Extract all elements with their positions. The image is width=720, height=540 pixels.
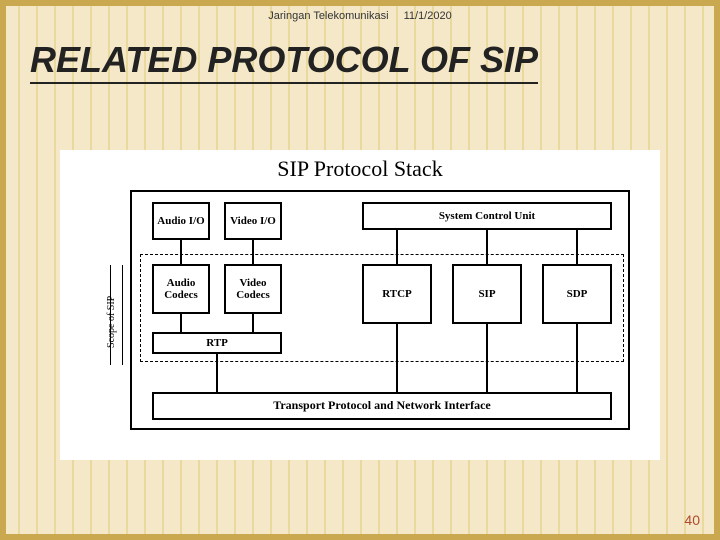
page-number: 40 [684, 512, 700, 528]
scope-rule-right [122, 265, 123, 365]
conn-video-codec-rtp [252, 314, 254, 332]
box-transport: Transport Protocol and Network Interface [152, 392, 612, 420]
conn-scu-sip [486, 230, 488, 264]
box-system-control-unit: System Control Unit [362, 202, 612, 230]
conn-scu-sdp [576, 230, 578, 264]
box-sdp: SDP [542, 264, 612, 324]
conn-sip-transport [486, 324, 488, 392]
diagram-outer-frame: Audio I/O Video I/O System Control Unit … [130, 190, 630, 430]
box-rtp: RTP [152, 332, 282, 354]
conn-video-io-codec [252, 240, 254, 264]
box-sip: SIP [452, 264, 522, 324]
conn-audio-codec-rtp [180, 314, 182, 332]
conn-scu-rtcp [396, 230, 398, 264]
date-label: 11/1/2020 [404, 10, 452, 22]
conn-sdp-transport [576, 324, 578, 392]
protocol-stack-diagram: SIP Protocol Stack Scope of SIP Audio I/… [60, 150, 660, 460]
slide-border-top [0, 0, 720, 6]
diagram-title: SIP Protocol Stack [60, 150, 660, 182]
slide-meta: Jaringan Telekomunikasi 11/1/2020 [0, 10, 720, 22]
box-audio-codecs: Audio Codecs [152, 264, 210, 314]
conn-rtp-transport [216, 354, 218, 392]
slide-border-bottom [0, 534, 720, 540]
slide-title: RELATED PROTOCOL OF SIP [30, 40, 538, 84]
slide-border-right [714, 0, 720, 540]
box-video-codecs: Video Codecs [224, 264, 282, 314]
box-video-io: Video I/O [224, 202, 282, 240]
slide-border-left [0, 0, 6, 540]
course-label: Jaringan Telekomunikasi [268, 10, 388, 22]
conn-rtcp-transport [396, 324, 398, 392]
conn-audio-io-codec [180, 240, 182, 264]
box-audio-io: Audio I/O [152, 202, 210, 240]
scope-label: Scope of SIP [106, 296, 117, 348]
box-rtcp: RTCP [362, 264, 432, 324]
